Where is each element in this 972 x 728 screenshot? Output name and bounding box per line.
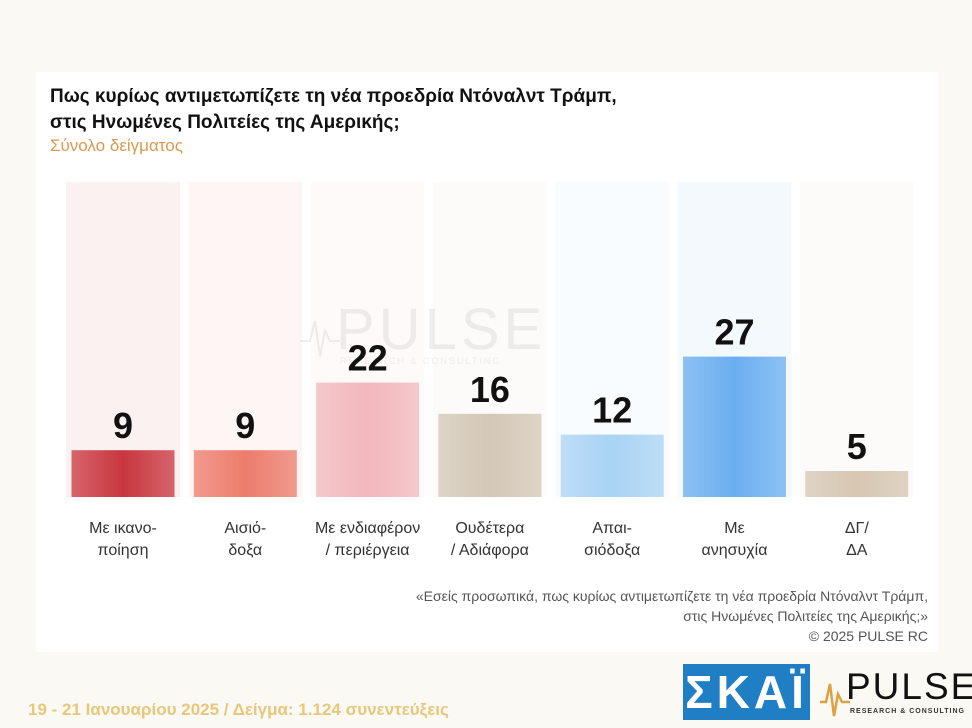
pulse-logo-word: PULSE <box>846 666 972 707</box>
category-label-line: Ουδέτερα <box>455 520 525 537</box>
bar-2 <box>193 450 297 497</box>
category-label-line: σιόδοξα <box>584 542 641 559</box>
skai-logo: ΣΚΑΪ <box>683 664 810 720</box>
category-label-5: Απαι-σιόδοξα <box>547 518 677 562</box>
footnote: «Εσείς προσωπικά, πως κυρίως αντιμετωπίζ… <box>416 586 928 646</box>
bar-background-2 <box>188 182 303 497</box>
chart-subtitle: Σύνολο δείγματος <box>50 136 183 155</box>
category-label-line: / περιέργεια <box>325 542 410 559</box>
category-label-line: ποίηση <box>97 542 149 559</box>
category-label-line: ΔΑ <box>846 542 868 559</box>
title-line-1: Πως κυρίως αντιμετωπίζετε τη νέα προεδρί… <box>50 86 617 107</box>
value-label-6: 27 <box>714 312 754 353</box>
chart-title: Πως κυρίως αντιμετωπίζετε τη νέα προεδρί… <box>50 84 617 136</box>
category-label-line: Με <box>724 520 745 537</box>
footnote-copyright: © 2025 PULSE RC <box>808 628 928 644</box>
watermark-word: PULSE <box>336 297 547 362</box>
pulse-logo: PULSE RESEARCH & CONSULTING <box>820 664 972 724</box>
value-label-2: 9 <box>235 405 255 446</box>
bar-6 <box>683 356 786 497</box>
category-label-4: Ουδέτερα / Αδιάφορα <box>425 518 555 562</box>
bar-3 <box>316 382 420 497</box>
bar-4 <box>438 413 542 497</box>
footnote-line-2: στις Ηνωμένες Πολιτείες της Αμερικής;» <box>683 608 928 624</box>
pulse-logo-sub: RESEARCH & CONSULTING <box>850 708 965 715</box>
value-label-3: 22 <box>348 338 388 379</box>
category-label-3: Με ενδιαφέρον / περιέργεια <box>303 518 433 562</box>
bar-5 <box>560 434 664 497</box>
bar-background-7 <box>799 182 914 497</box>
survey-meta: 19 - 21 Ιανουαρίου 2025 / Δείγμα: 1.124 … <box>28 700 449 719</box>
category-label-line: ΔΓ/ <box>844 520 869 537</box>
chart-panel <box>36 72 938 652</box>
value-label-4: 16 <box>470 369 510 410</box>
value-label-7: 5 <box>847 426 867 467</box>
bar-1 <box>71 450 175 497</box>
bar-background-1 <box>66 182 180 497</box>
footnote-line-1: «Εσείς προσωπικά, πως κυρίως αντιμετωπίζ… <box>415 588 928 604</box>
pulse-logo-wave-icon <box>820 683 850 717</box>
category-label-line: Αισιό- <box>224 520 267 537</box>
category-label-1: Με ικανο-ποίηση <box>58 518 188 562</box>
category-label-line: / Αδιάφορα <box>450 542 529 559</box>
pulse-wave-icon <box>300 320 340 357</box>
pulse-watermark: PULSE RESEARCH & CONSULTING <box>300 296 542 376</box>
bar-7 <box>805 471 909 497</box>
category-label-line: Με ικανο- <box>89 520 157 537</box>
category-label-7: ΔΓ/ΔΑ <box>792 518 922 562</box>
title-line-2: στις Ηνωμένες Πολιτείες της Αμερικής; <box>50 112 400 133</box>
category-label-line: Απαι- <box>592 520 632 537</box>
value-label-5: 12 <box>592 390 632 431</box>
value-label-1: 9 <box>113 405 133 446</box>
category-label-6: Με ανησυχία <box>670 518 800 562</box>
watermark-sub: RESEARCH & CONSULTING <box>340 356 502 366</box>
category-label-line: ανησυχία <box>701 542 768 559</box>
category-label-line: Με ενδιαφέρον <box>314 520 421 537</box>
category-label-line: δοξα <box>228 542 263 559</box>
category-label-2: Αισιό-δοξα <box>180 518 310 562</box>
